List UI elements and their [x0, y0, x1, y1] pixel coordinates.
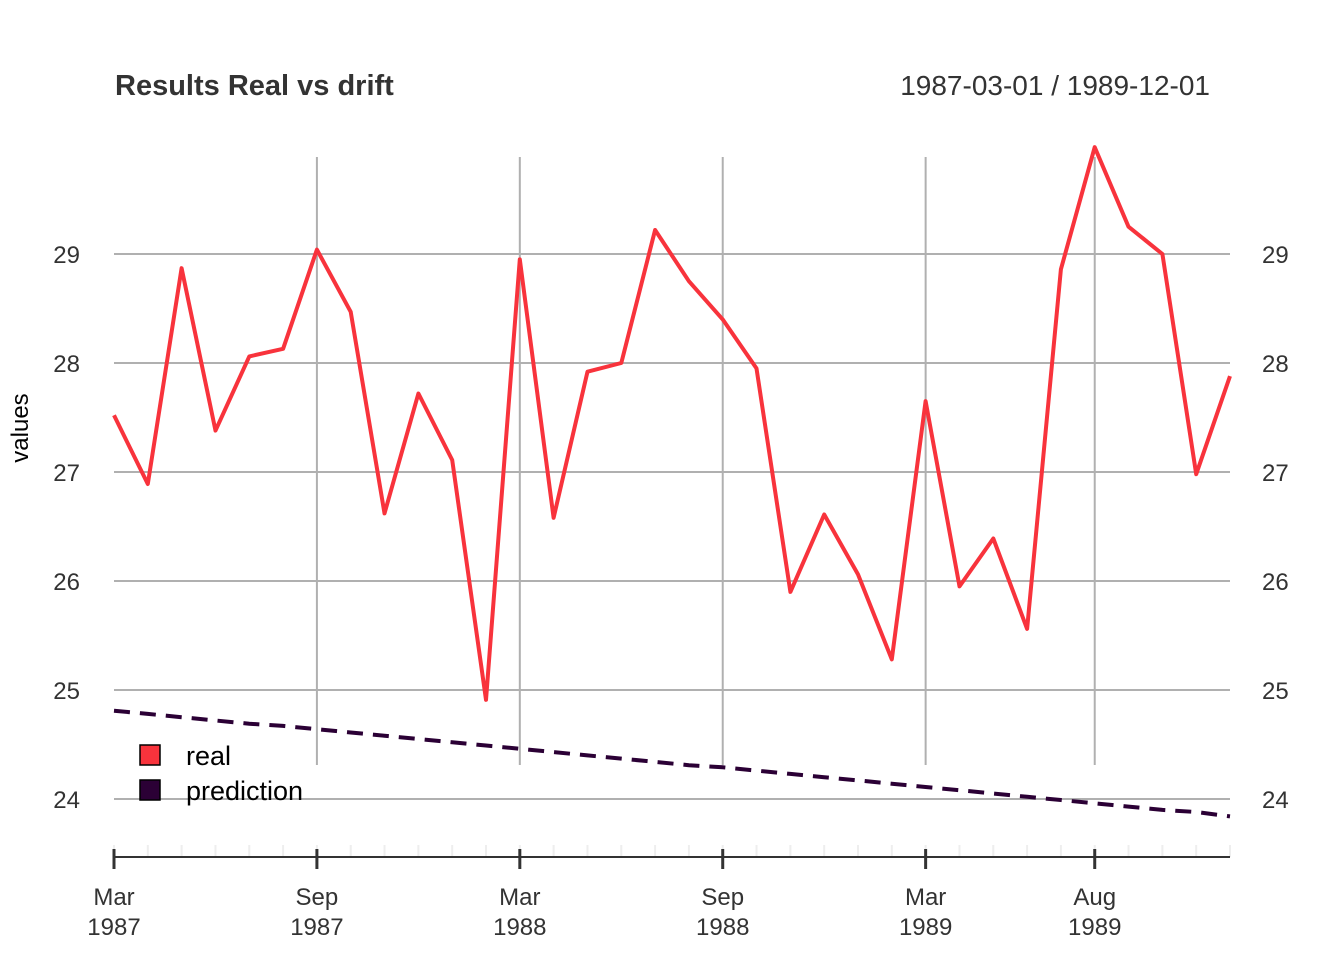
y-tick-label: 25 — [53, 678, 80, 705]
series-line-prediction — [113, 708, 1231, 819]
legend-swatch-real — [139, 744, 161, 766]
y-tick-label: 28 — [53, 351, 80, 378]
y-axis-label: values — [7, 393, 34, 462]
y-tick-label: 27 — [53, 460, 80, 487]
vertical-gridlines — [315, 157, 1096, 765]
y-tick-label-right: 29 — [1262, 242, 1289, 269]
y-tick-label-right: 24 — [1262, 787, 1289, 814]
x-tick-label-month: Sep — [701, 884, 744, 911]
chart-title: Results Real vs drift — [115, 70, 394, 102]
x-tick-label-month: Mar — [905, 884, 946, 911]
x-tick-label-month: Mar — [93, 884, 134, 911]
horizontal-gridlines — [114, 252, 1230, 800]
y-tick-label: 29 — [53, 242, 80, 269]
x-tick-label-year: 1988 — [493, 914, 546, 941]
x-tick-label-month: Sep — [296, 884, 339, 911]
y-tick-label-right: 28 — [1262, 351, 1289, 378]
x-tick-label-year: 1989 — [1068, 914, 1121, 941]
x-tick-label-year: 1988 — [696, 914, 749, 941]
x-tick-label-month: Mar — [499, 884, 540, 911]
y-tick-label-right: 25 — [1262, 678, 1289, 705]
y-tick-labels-right: 24 25 26 27 28 29 — [1262, 242, 1289, 814]
x-tick-label-year: 1989 — [899, 914, 952, 941]
legend-label-real: real — [186, 741, 231, 771]
y-tick-labels-left: 24 25 26 27 28 29 — [53, 242, 80, 814]
series-line-real — [112, 145, 1232, 702]
legend-swatch-prediction — [139, 779, 161, 801]
y-tick-label: 26 — [53, 569, 80, 596]
y-tick-label: 24 — [53, 787, 80, 814]
x-tick-label-year: 1987 — [87, 914, 140, 941]
series-lines — [112, 145, 1232, 819]
y-tick-label-right: 26 — [1262, 569, 1289, 596]
x-axis: Mar 1987 Sep 1987 Mar 1988 Sep 1988 Mar 1989 Aug 19… — [87, 845, 1231, 941]
x-tick-label-month: Aug — [1073, 884, 1116, 911]
legend: real prediction — [139, 741, 303, 806]
x-tick-label-year: 1987 — [290, 914, 343, 941]
legend-label-prediction: prediction — [186, 776, 303, 806]
date-range-label: 1987-03-01 / 1989-12-01 — [900, 70, 1210, 101]
y-tick-label-right: 27 — [1262, 460, 1289, 487]
